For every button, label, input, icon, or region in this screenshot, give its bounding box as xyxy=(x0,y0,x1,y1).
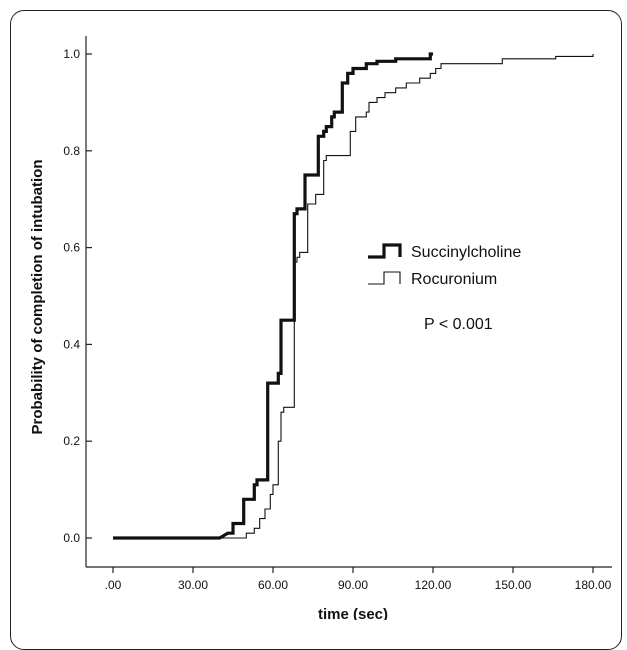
x-tick-label: .00 xyxy=(105,578,122,592)
axes: 0.0 0.2 0.4 0.6 0.8 1.0 .00 30.00 60.00 90.00 120.… xyxy=(63,36,612,592)
legend-swatch-succinylcholine xyxy=(368,243,402,259)
series-line-succinylcholine xyxy=(113,52,433,540)
y-tick-label: 0.0 xyxy=(63,531,80,545)
y-tick-label: 0.6 xyxy=(63,241,80,255)
y-tick-label: 0.2 xyxy=(63,434,80,448)
legend: Succinylcholine Rocuronium xyxy=(368,243,521,288)
y-tick-label: 0.4 xyxy=(63,337,80,351)
x-tick-label: 120.00 xyxy=(415,578,452,592)
x-axis-title: time (sec) xyxy=(318,606,388,620)
x-tick-label: 30.00 xyxy=(178,578,208,592)
legend-swatch-rocuronium xyxy=(368,271,401,285)
legend-label: Rocuronium xyxy=(411,271,497,288)
survival-chart: 0.0 0.2 0.4 0.6 0.8 1.0 .00 30.00 60.00 90.00 120.… xyxy=(29,36,612,620)
x-tick-label: 90.00 xyxy=(338,578,368,592)
p-value-annotation: P < 0.001 xyxy=(424,316,493,333)
series-lines xyxy=(113,52,594,540)
series-line-rocuronium xyxy=(113,54,594,539)
x-tick-label: 180.00 xyxy=(575,578,612,592)
y-tick-label: 1.0 xyxy=(63,47,80,61)
x-tick-label: 150.00 xyxy=(495,578,532,592)
legend-label: Succinylcholine xyxy=(411,244,521,261)
y-tick-label: 0.8 xyxy=(63,144,80,158)
x-tick-label: 60.00 xyxy=(258,578,288,592)
y-axis-title: Probability of completion of intubation xyxy=(29,160,46,435)
